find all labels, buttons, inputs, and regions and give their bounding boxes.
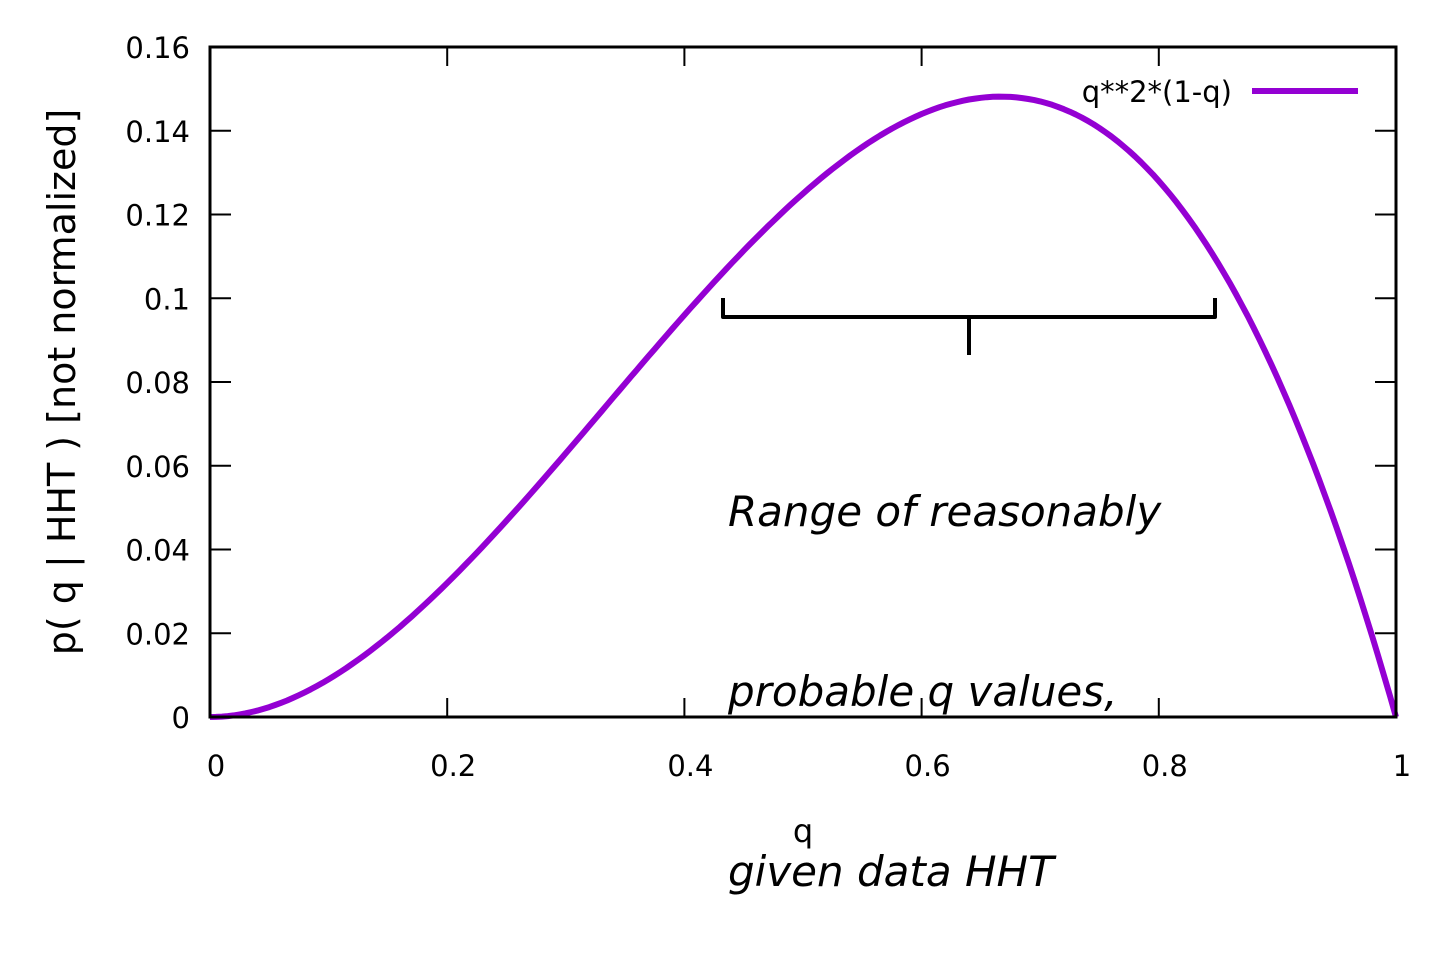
x-tick-label: 0.4: [667, 749, 713, 783]
annotation-line-1: Range of reasonably: [728, 487, 1162, 536]
range-annotation-text: Range of reasonably probable q values, g…: [728, 362, 1161, 962]
x-tick-label: 0.8: [1142, 749, 1188, 783]
x-tick-label: 1: [1393, 749, 1411, 783]
y-axis-title: p( q | HHT ) [not normalized]: [40, 109, 85, 656]
x-tick-label: 0: [207, 749, 225, 783]
chart: 0 0.2 0.4 0.6 0.8 1 0 0.02 0.04 0.06 0.08 0.1 0.12 0.…: [40, 31, 1411, 850]
x-axis-title: q: [793, 812, 813, 850]
y-tick-label: 0.16: [125, 31, 190, 65]
data-series-curve: [209, 93, 1399, 720]
x-tick-label: 0.6: [905, 749, 951, 783]
x-tick-label: 0.2: [430, 749, 476, 783]
y-tick-label: 0.04: [125, 534, 190, 568]
y-tick-label: 0.12: [125, 199, 190, 233]
y-tick-label: 0.14: [125, 115, 190, 149]
annotation-line-3: given data HHT: [728, 847, 1054, 896]
y-tick-label: 0: [172, 701, 190, 735]
tick-labels: 0 0.2 0.4 0.6 0.8 1 0 0.02 0.04 0.06 0.08 0.1 0.12 0.…: [125, 31, 1411, 783]
y-tick-label: 0.1: [144, 282, 190, 316]
y-tick-label: 0.08: [125, 366, 190, 400]
annotation-line-2: probable q values,: [728, 667, 1118, 716]
range-bracket: [721, 298, 1217, 355]
legend-label: q**2*(1-q): [1082, 75, 1232, 109]
y-tick-label: 0.02: [125, 617, 190, 651]
y-tick-label: 0.06: [125, 450, 190, 484]
plot-frame: [208, 45, 1398, 719]
